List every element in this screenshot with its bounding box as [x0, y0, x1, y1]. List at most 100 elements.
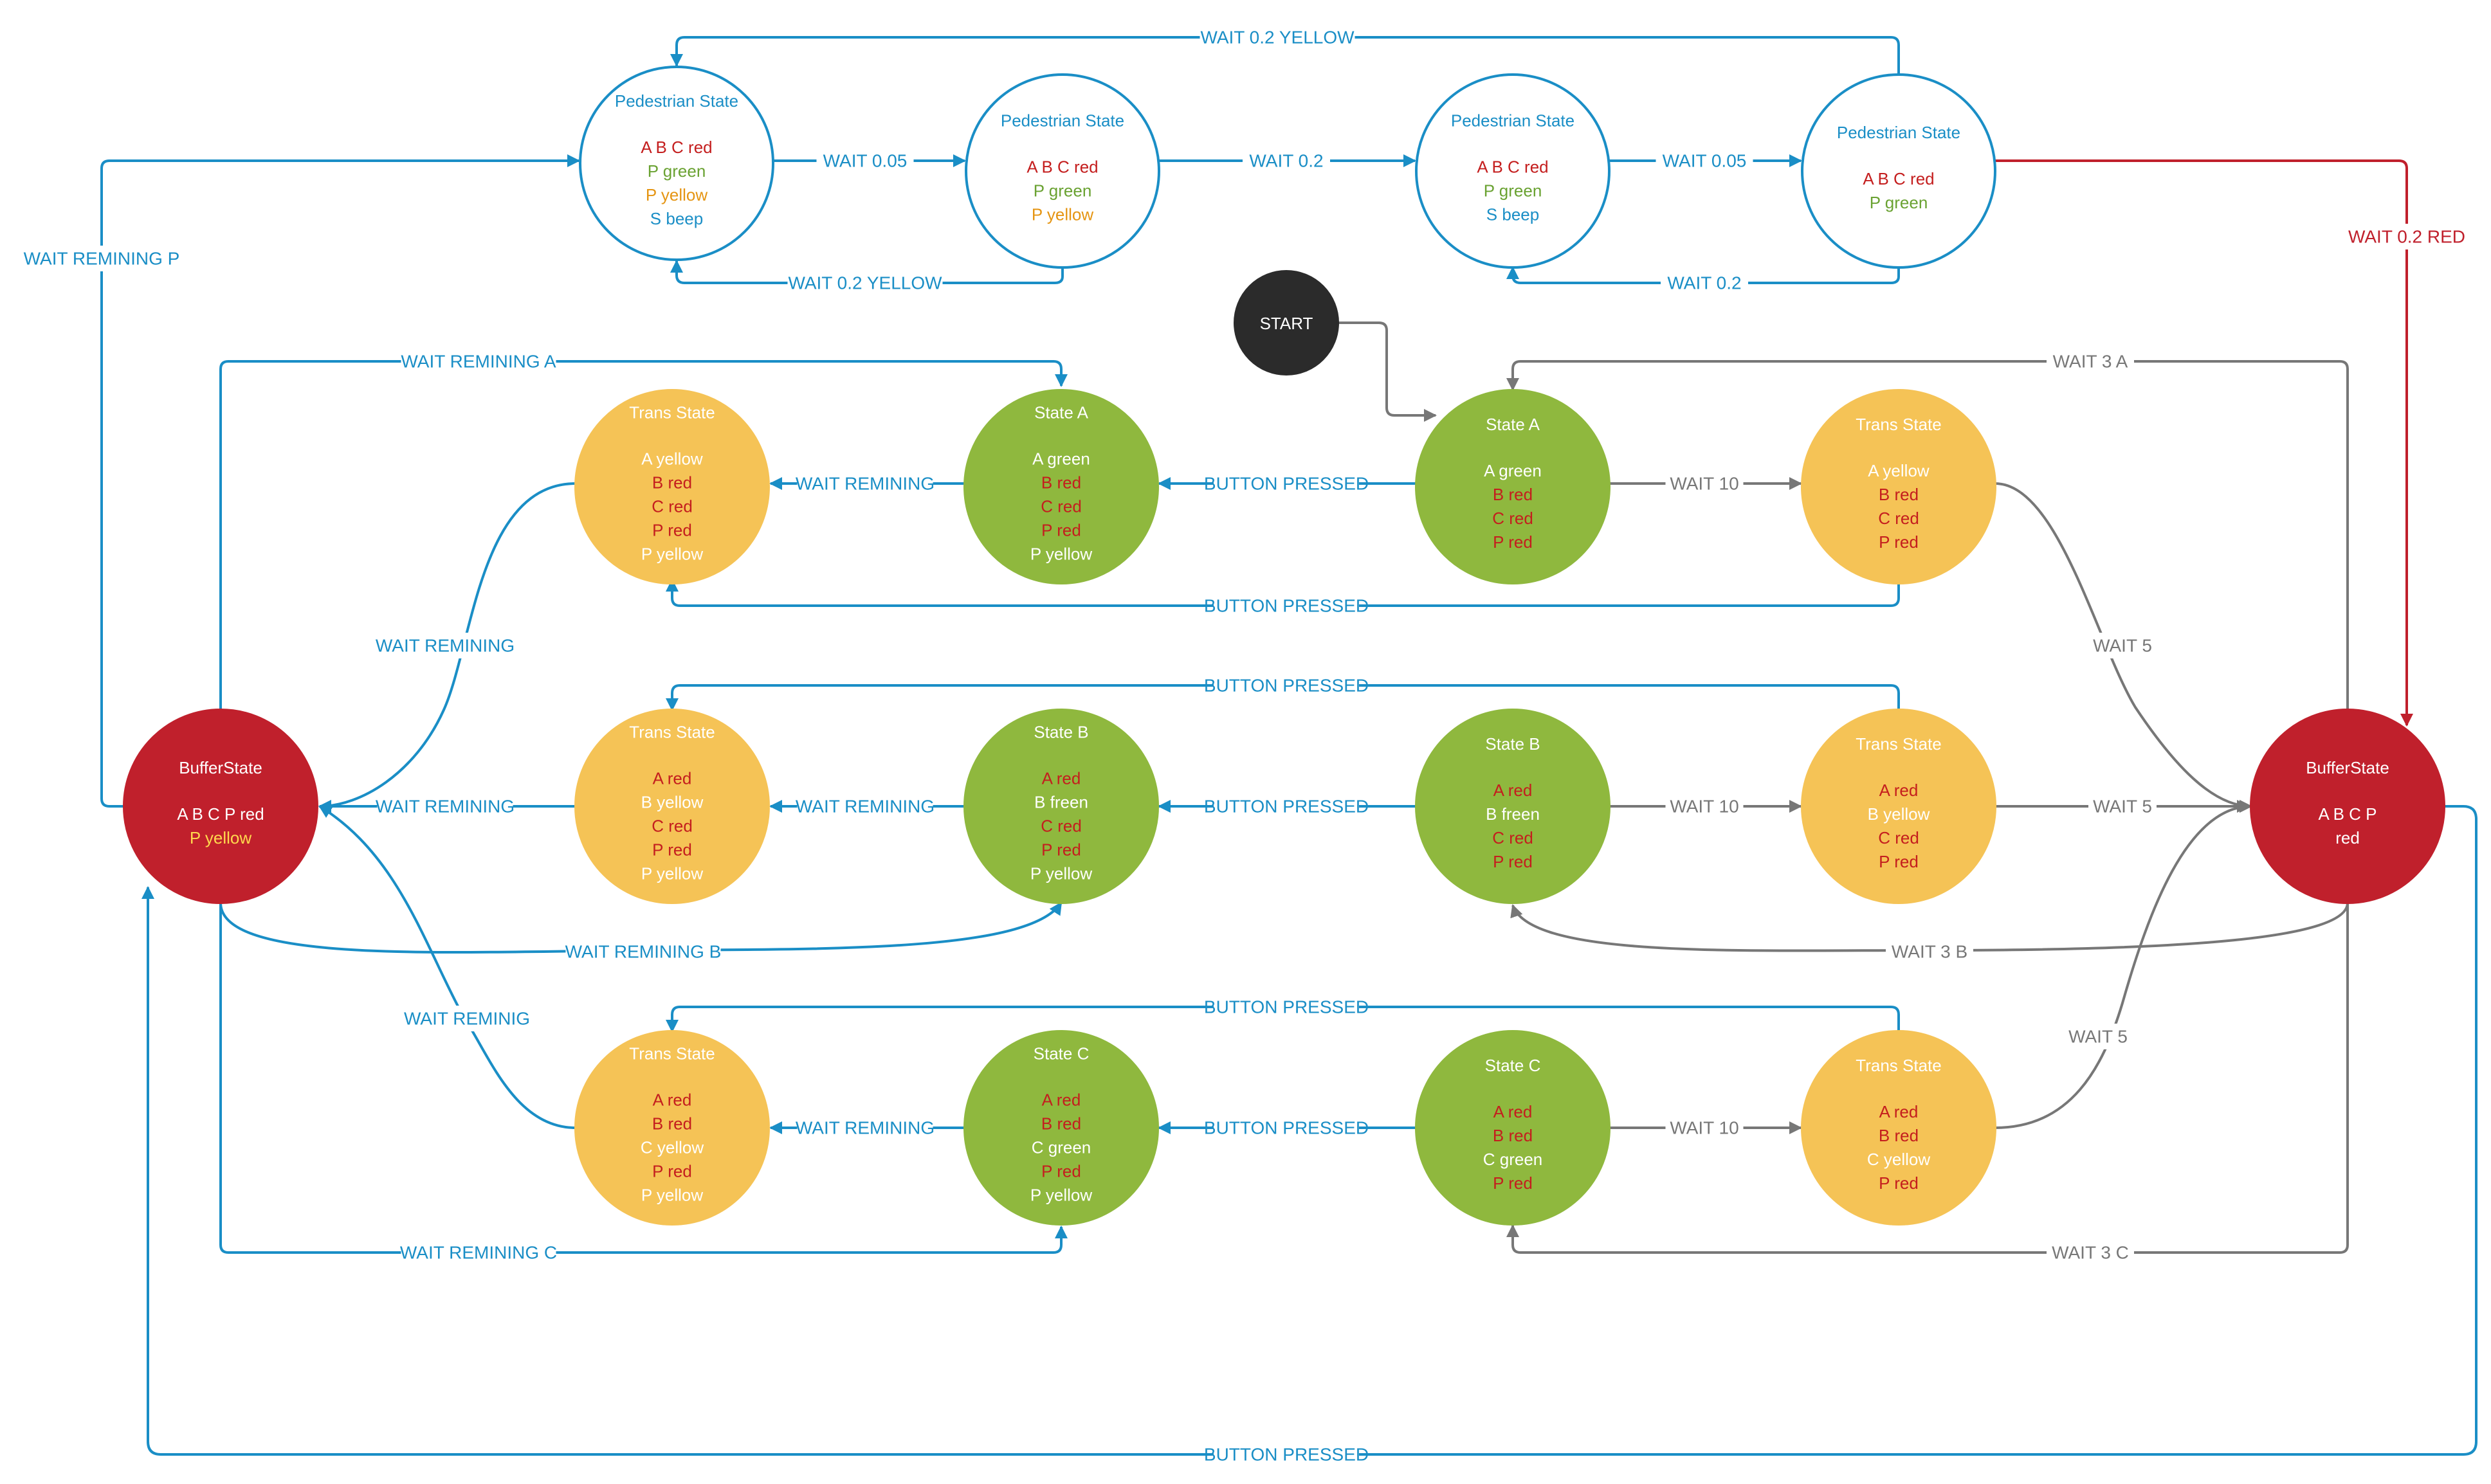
- node-ped2[interactable]: Pedestrian State A B C red P green P yellow: [965, 73, 1160, 269]
- node-line: A red: [1493, 1102, 1533, 1121]
- node-circle: [123, 709, 318, 904]
- node-circle: [1415, 1030, 1610, 1226]
- edge-line: [1506, 903, 2349, 1254]
- edge-e_bufL_stateCl: [219, 903, 1068, 1254]
- node-bufR[interactable]: BufferState A B C P red: [2250, 709, 2445, 904]
- edge-label-e_transAl_bufL: WAIT REMINING: [376, 633, 515, 658]
- node-line: B red: [1879, 485, 1919, 504]
- node-line: C red: [1878, 828, 1919, 847]
- node-circle: [574, 709, 770, 904]
- node-bufL[interactable]: BufferState A B C P red P yellow: [123, 709, 318, 904]
- node-transB_r[interactable]: Trans State A red B yellow C red P red: [1801, 709, 1996, 904]
- edge-label-bg: [1886, 939, 1973, 964]
- edge-e_transAr_bufR: [1994, 482, 2252, 813]
- edge-label-e_bufL_stateBl: WAIT REMINING B: [565, 939, 722, 964]
- node-title: State B: [1485, 734, 1540, 754]
- edge-label-e_p4_bufR: WAIT 0.2 RED: [2344, 224, 2470, 249]
- node-title: BufferState: [2306, 758, 2389, 777]
- node-title: Pedestrian State: [615, 91, 738, 111]
- edge-label-e_transCr_transCl: BUTTON PRESSED: [1204, 994, 1369, 1020]
- edge-label-e_bufR_stateAr: WAIT 3 A: [2047, 348, 2134, 374]
- edge-label-text: WAIT 0.2 YELLOW: [788, 273, 942, 293]
- edge-label-e_stateCr_transCr: WAIT 10: [1665, 1115, 1744, 1141]
- node-stateC_r[interactable]: State C A red B red C green P red: [1415, 1030, 1610, 1226]
- edge-label-bg: [565, 939, 721, 964]
- edge-line: [219, 903, 1068, 1254]
- edge-label-bg: [816, 148, 914, 174]
- node-line: P red: [1879, 1173, 1919, 1193]
- node-line: B red: [1493, 485, 1533, 504]
- node-circle: [1801, 1030, 1996, 1226]
- node-transB_l[interactable]: Trans State A red B yellow C red P red P yell…: [574, 709, 770, 904]
- edge-label-text: WAIT 3 A: [2053, 352, 2128, 372]
- node-stateA_r[interactable]: State A A green B red C red P red: [1415, 389, 1610, 584]
- node-line: P red: [1493, 852, 1533, 871]
- edge-label-bg: [797, 471, 933, 496]
- edge-label-bg: [1661, 270, 1748, 296]
- edge-line: [1994, 800, 2252, 1129]
- node-line: A red: [653, 1090, 692, 1110]
- edge-label-text: BUTTON PRESSED: [1204, 596, 1369, 616]
- node-line: P green: [1484, 181, 1542, 201]
- node-circle: [963, 1030, 1159, 1226]
- edge-label-e_transBr_transBl: BUTTON PRESSED: [1204, 673, 1369, 698]
- edge-label-e_transAr_bufR: WAIT 5: [2088, 633, 2157, 658]
- node-line: B red: [1041, 473, 1081, 493]
- node-line: A B C red: [1477, 158, 1548, 177]
- edge-label-text: WAIT REMINING: [796, 474, 935, 494]
- edge-label-e_bufR_stateBr: WAIT 3 B: [1886, 939, 1973, 964]
- edge-label-text: BUTTON PRESSED: [1204, 676, 1369, 696]
- node-ped1[interactable]: Pedestrian State A B C red P green P yellow…: [579, 66, 774, 261]
- node-line: A B C P: [2318, 804, 2377, 824]
- node-stateA_l[interactable]: State A A green B red C red P red P yellow: [963, 389, 1159, 584]
- node-line: A red: [1493, 781, 1533, 800]
- node-title: Pedestrian State: [1837, 123, 1960, 142]
- edge-label-e_stateAl_transAl: WAIT REMINING: [796, 471, 935, 496]
- node-transC_l[interactable]: Trans State A red B red C yellow P red P yell…: [574, 1030, 770, 1226]
- edge-label-text: WAIT REMINING: [796, 1118, 935, 1138]
- node-title: State C: [1034, 1044, 1090, 1063]
- edge-line: [1995, 159, 2413, 727]
- edge-label-text: WAIT REMINING A: [401, 352, 556, 372]
- edge-label-bg: [2088, 793, 2157, 819]
- edge-e_p4_bufR: [1995, 159, 2413, 727]
- edge-e_start_A: [1338, 321, 1437, 422]
- node-title: Trans State: [1856, 415, 1941, 434]
- node-line: C red: [1041, 497, 1082, 516]
- edge-label-bg: [1656, 148, 1753, 174]
- edge-label-bg: [1665, 1115, 1744, 1141]
- node-ped4[interactable]: Pedestrian State A B C red P green: [1801, 73, 1996, 269]
- node-transA_l[interactable]: Trans State A yellow B red C red P red P yell…: [574, 389, 770, 584]
- edge-e_bufR_stateCr: [1506, 903, 2349, 1254]
- node-line: red: [2335, 828, 2360, 847]
- edge-label-text: WAIT 5: [2093, 636, 2152, 656]
- edge-label-text: WAIT 5: [2068, 1027, 2128, 1047]
- node-stateB_l[interactable]: State B A red B freen C red P red P yellow: [963, 709, 1159, 904]
- edge-label-e_stateAr_transAr: WAIT 10: [1665, 471, 1744, 496]
- node-line: P yellow: [641, 864, 704, 883]
- node-stateC_l[interactable]: State C A red B red C green P red P yellow: [963, 1030, 1159, 1226]
- edge-label-e_p2_p3: WAIT 0.2: [1243, 148, 1330, 174]
- edge-label-text: WAIT 3 B: [1892, 942, 1967, 962]
- edge-label-e_p3_p4: WAIT 0.05: [1656, 148, 1753, 174]
- edge-label-e_stateCl_transCl: WAIT REMINING: [796, 1115, 935, 1141]
- node-line: P green: [1870, 193, 1928, 212]
- node-line: C red: [652, 817, 693, 836]
- edge-label-e_transCr_bufR: WAIT 5: [2064, 1024, 2132, 1049]
- node-circle: [1415, 709, 1610, 904]
- edge-line: [1506, 360, 2349, 710]
- node-transC_r[interactable]: Trans State A red B red C yellow P red: [1801, 1030, 1996, 1226]
- node-circle: [1801, 709, 1996, 904]
- edge-label-text: WAIT REMINING B: [565, 942, 722, 962]
- edge-label-bg: [2047, 348, 2134, 374]
- node-stateB_r[interactable]: State B A red B freen C red P red: [1415, 709, 1610, 904]
- node-transA_r[interactable]: Trans State A yellow B red C red P red: [1801, 389, 1996, 584]
- node-ped3[interactable]: Pedestrian State A B C red P green S beep: [1415, 73, 1610, 269]
- node-start[interactable]: START: [1234, 270, 1339, 376]
- node-line: A red: [1879, 1102, 1919, 1121]
- node-line: C yellow: [1867, 1150, 1930, 1169]
- node-circle: [1415, 73, 1610, 269]
- edge-label-e_stateBl_transBl: WAIT REMINING: [796, 793, 935, 819]
- edge-label-bg: [1214, 673, 1359, 698]
- node-line: S beep: [1486, 205, 1539, 224]
